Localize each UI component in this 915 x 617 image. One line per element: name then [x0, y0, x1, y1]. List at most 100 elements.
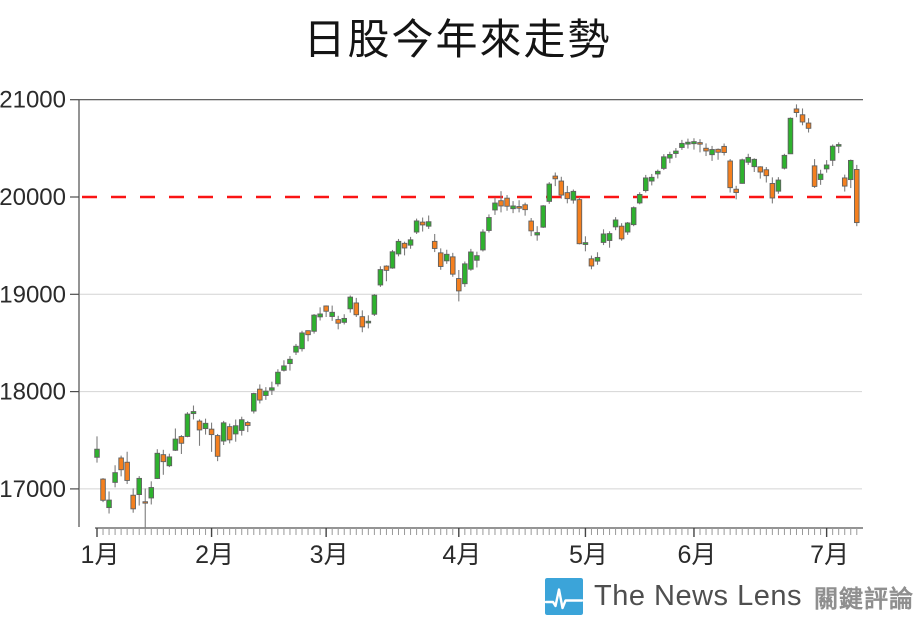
candle-up	[600, 233, 607, 243]
candle-down	[160, 454, 167, 463]
candle-up	[389, 251, 396, 269]
candle-up	[673, 150, 679, 154]
candle-up	[510, 205, 516, 210]
y-tick-label: 17000	[0, 476, 66, 503]
candle-up	[377, 269, 384, 286]
candle-up	[365, 320, 372, 324]
brand-name-chinese: 關鍵評論	[814, 585, 914, 613]
candle-down	[124, 461, 130, 481]
candle-up	[293, 345, 299, 353]
candle-up	[636, 194, 643, 204]
candle-down	[811, 165, 818, 187]
candle-down	[456, 278, 462, 292]
candle-down	[528, 220, 534, 232]
candle-up	[329, 311, 335, 317]
candle-up	[166, 456, 173, 467]
candle-down	[431, 240, 438, 249]
candle-down	[854, 169, 860, 224]
candle-up	[172, 438, 179, 451]
candle-down	[558, 180, 565, 196]
candle-down	[196, 420, 203, 431]
candle-up	[94, 448, 100, 458]
candle-up	[281, 365, 287, 371]
month-label: 2月	[195, 541, 234, 569]
candle-down	[733, 188, 739, 193]
candle-up	[775, 179, 782, 192]
candle-up	[546, 183, 553, 202]
candle-up	[823, 164, 830, 170]
page-title: 日股今年來走勢	[303, 16, 612, 63]
candle-up	[679, 142, 685, 148]
candle-up	[817, 173, 824, 180]
candle-down	[697, 142, 703, 145]
candle-down	[504, 197, 510, 207]
candle-up	[685, 141, 691, 145]
candle-up	[184, 413, 191, 437]
candle-down	[841, 177, 848, 187]
candle-down	[226, 426, 233, 441]
candle-down	[323, 305, 329, 312]
candle-down	[498, 200, 504, 207]
candle-down	[721, 145, 727, 153]
month-label: 4月	[442, 541, 481, 569]
candle-down	[335, 319, 341, 324]
candle-up	[691, 141, 697, 145]
candle-up	[655, 170, 661, 175]
pulse-icon	[545, 577, 583, 615]
candle-up	[413, 220, 420, 233]
candle-down	[793, 108, 800, 113]
candle-up	[112, 472, 118, 483]
candle-down	[450, 256, 456, 275]
candle-up	[269, 387, 275, 391]
candle-up	[468, 251, 474, 270]
candle-down	[118, 457, 124, 471]
y-tick-label: 20000	[0, 184, 66, 211]
month-label: 7月	[810, 541, 849, 569]
candle-down	[516, 206, 522, 209]
candle-down	[100, 478, 106, 501]
month-label: 6月	[678, 541, 717, 569]
candle-down	[805, 122, 812, 129]
candle-down	[214, 435, 221, 457]
candle-up	[287, 358, 293, 365]
candle-up	[787, 117, 794, 155]
candle-down	[703, 147, 709, 152]
candle-up	[220, 422, 227, 442]
candle-down	[715, 148, 721, 153]
candle-down	[763, 169, 770, 177]
candle-down	[727, 160, 733, 189]
candle-down	[618, 225, 625, 240]
candle-up	[534, 232, 540, 236]
candle-down	[305, 330, 311, 336]
candle-up	[275, 371, 281, 385]
candle-up	[829, 145, 836, 161]
candle-up	[642, 177, 649, 192]
candle-up	[462, 263, 468, 285]
candle-down	[769, 183, 776, 199]
candle-up	[425, 221, 432, 227]
candle-down	[437, 252, 444, 267]
candle-up	[540, 205, 546, 228]
y-tick-label: 19000	[0, 281, 66, 308]
candle-up	[835, 144, 842, 147]
candle-up	[106, 499, 112, 509]
candle-up	[190, 411, 197, 415]
candle-up	[148, 487, 155, 499]
candle-down	[257, 388, 263, 401]
candle-down	[588, 258, 595, 267]
candle-up	[238, 419, 245, 431]
candle-down	[522, 204, 528, 211]
candle-up	[251, 393, 257, 412]
candle-up	[154, 452, 161, 479]
candle-up	[232, 425, 239, 435]
candle-down	[799, 114, 806, 123]
candle-down	[552, 175, 559, 180]
candle-up	[492, 202, 498, 211]
month-label: 5月	[569, 541, 608, 569]
candle-down	[383, 265, 390, 271]
candle-up	[443, 253, 450, 262]
candle-up	[136, 477, 142, 495]
candle-up	[582, 242, 589, 245]
